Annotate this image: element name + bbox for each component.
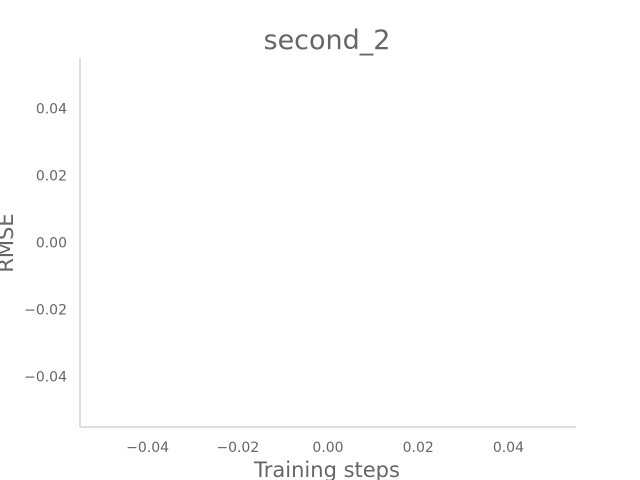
x-tick-label: 0.02 [403, 440, 434, 456]
chart-title: second_2 [264, 25, 391, 56]
y-axis-label: RMSE [0, 213, 18, 272]
x-tick-label: 0.00 [312, 440, 343, 456]
y-tick-label: −0.02 [24, 303, 67, 319]
x-tick-label: −0.04 [126, 440, 169, 456]
x-tick-label: 0.04 [493, 440, 524, 456]
y-tick-label: 0.02 [36, 168, 67, 184]
x-axis-ticks: −0.04 −0.02 0.00 0.02 0.04 [126, 440, 524, 456]
x-axis-label: Training steps [253, 458, 400, 480]
y-tick-label: 0.04 [36, 101, 67, 117]
plot-area [79, 58, 576, 428]
y-tick-label: −0.04 [24, 370, 67, 386]
x-tick-label: −0.02 [216, 440, 259, 456]
y-tick-label: 0.00 [36, 236, 67, 252]
y-axis-ticks: −0.04 −0.02 0.00 0.02 0.04 [24, 101, 67, 385]
